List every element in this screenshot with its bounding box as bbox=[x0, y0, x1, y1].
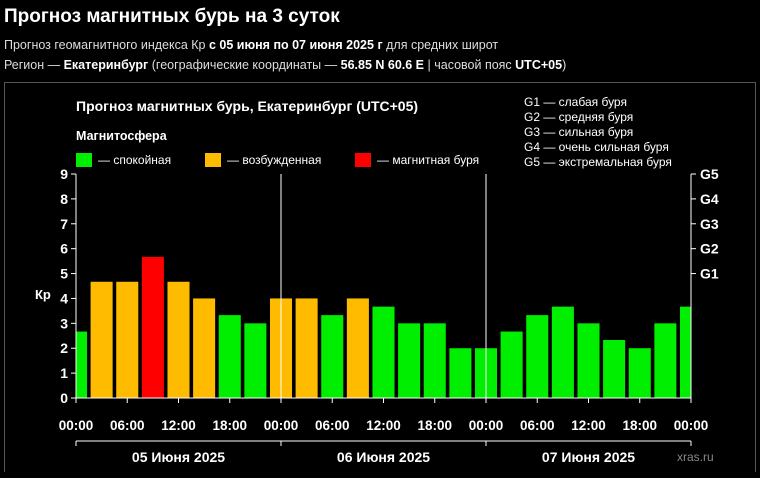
x-tick-label: 12:00 bbox=[366, 418, 401, 433]
subtitle-range: с 05 июня по 07 июня 2025 г bbox=[208, 38, 383, 52]
kp-bar bbox=[295, 298, 318, 398]
x-tick-label: 18:00 bbox=[622, 418, 657, 433]
kp-bar bbox=[654, 323, 677, 398]
x-tick-label: 12:00 bbox=[161, 418, 196, 433]
y-tick-label: 5 bbox=[60, 266, 68, 282]
day-label: 07 Июня 2025 bbox=[542, 449, 635, 465]
y-tick-label: 8 bbox=[60, 191, 68, 207]
kp-bar bbox=[76, 331, 88, 398]
kp-bar bbox=[449, 348, 472, 398]
g-tick-label: G3 bbox=[700, 216, 719, 232]
kp-bar bbox=[321, 315, 344, 398]
subtitle-suffix: для средних широт bbox=[382, 38, 499, 52]
g-tick-label: G5 bbox=[700, 166, 719, 182]
kp-bar bbox=[346, 298, 369, 398]
y-tick-label: 7 bbox=[60, 216, 68, 232]
x-tick-label: 00:00 bbox=[674, 418, 709, 433]
region-city: Екатеринбург bbox=[63, 58, 149, 72]
x-tick-label: 12:00 bbox=[571, 418, 606, 433]
legend-swatch-disturbed bbox=[205, 153, 221, 167]
kp-bar bbox=[167, 281, 190, 398]
kp-forecast-chart: Прогноз магнитных бурь, Екатеринбург (UT… bbox=[35, 95, 719, 465]
day-label: 06 Июня 2025 bbox=[337, 449, 430, 465]
g-tick-label: G1 bbox=[700, 266, 719, 282]
day-label: 05 Июня 2025 bbox=[132, 449, 225, 465]
kp-bar bbox=[679, 306, 691, 398]
g-legend-3: G3 — сильная буря bbox=[524, 125, 633, 139]
kp-bar bbox=[90, 281, 113, 398]
watermark: xras.ru bbox=[677, 450, 714, 464]
kp-bar bbox=[398, 323, 421, 398]
region-line: Регион — Екатеринбург (географические ко… bbox=[4, 58, 566, 72]
kp-bar bbox=[193, 298, 216, 398]
forecast-subtitle: Прогноз геомагнитного индекса Кр с 05 ию… bbox=[4, 38, 498, 52]
kp-bar bbox=[244, 323, 267, 398]
x-tick-label: 18:00 bbox=[212, 418, 247, 433]
g-tick-label: G4 bbox=[700, 191, 719, 207]
subtitle-prefix: Прогноз геомагнитного индекса Кр bbox=[4, 38, 209, 52]
legend-label-storm: — магнитная буря bbox=[377, 153, 479, 167]
y-tick-label: 1 bbox=[60, 365, 68, 381]
region-end: ) bbox=[562, 58, 567, 72]
kp-bar bbox=[628, 348, 651, 398]
region-tz-prefix: | часовой пояс bbox=[424, 58, 516, 72]
kp-bar bbox=[500, 331, 523, 398]
x-tick-label: 18:00 bbox=[417, 418, 452, 433]
x-tick-label: 06:00 bbox=[315, 418, 350, 433]
y-tick-label: 3 bbox=[60, 315, 68, 331]
kp-bar bbox=[577, 323, 600, 398]
y-tick-label: 4 bbox=[60, 290, 68, 306]
y-tick-label: 9 bbox=[60, 166, 68, 182]
region-tz: UTC+05 bbox=[515, 58, 563, 72]
chart-panel: Прогноз магнитных бурь, Екатеринбург (UT… bbox=[4, 82, 756, 472]
region-mid: (географические координаты — bbox=[148, 58, 341, 72]
y-tick-label: 0 bbox=[60, 390, 68, 406]
legend-label-disturbed: — возбужденная bbox=[227, 153, 321, 167]
legend-swatch-quiet bbox=[76, 153, 92, 167]
kp-bar bbox=[526, 315, 549, 398]
legend-title: Магнитосфера bbox=[76, 129, 168, 143]
x-tick-label: 00:00 bbox=[469, 418, 504, 433]
y-tick-label: 6 bbox=[60, 241, 68, 257]
y-axis-label: Кр bbox=[35, 287, 51, 302]
legend-swatch-storm bbox=[355, 153, 371, 167]
kp-bar bbox=[551, 306, 574, 398]
kp-bar bbox=[603, 340, 626, 398]
x-tick-label: 00:00 bbox=[59, 418, 94, 433]
region-prefix: Регион — bbox=[4, 58, 64, 72]
kp-bar bbox=[116, 281, 139, 398]
kp-bar bbox=[372, 306, 395, 398]
x-tick-label: 06:00 bbox=[520, 418, 555, 433]
chart-title: Прогноз магнитных бурь, Екатеринбург (UT… bbox=[76, 98, 418, 114]
g-legend-1: G1 — слабая буря bbox=[524, 95, 627, 109]
kp-bar bbox=[423, 323, 446, 398]
y-tick-label: 2 bbox=[60, 340, 68, 356]
kp-bar bbox=[141, 256, 164, 398]
g-tick-label: G2 bbox=[700, 241, 719, 257]
legend-label-quiet: — спокойная bbox=[98, 153, 171, 167]
page-title: Прогноз магнитных бурь на 3 суток bbox=[4, 6, 340, 27]
g-legend-5: G5 — экстремальная буря bbox=[524, 155, 672, 169]
kp-bar bbox=[218, 315, 241, 398]
x-tick-label: 06:00 bbox=[110, 418, 145, 433]
g-legend-2: G2 — средняя буря bbox=[524, 110, 633, 124]
region-coords: 56.85 N 60.6 E bbox=[340, 58, 425, 72]
g-legend-4: G4 — очень сильная буря bbox=[524, 140, 669, 154]
x-tick-label: 00:00 bbox=[264, 418, 299, 433]
